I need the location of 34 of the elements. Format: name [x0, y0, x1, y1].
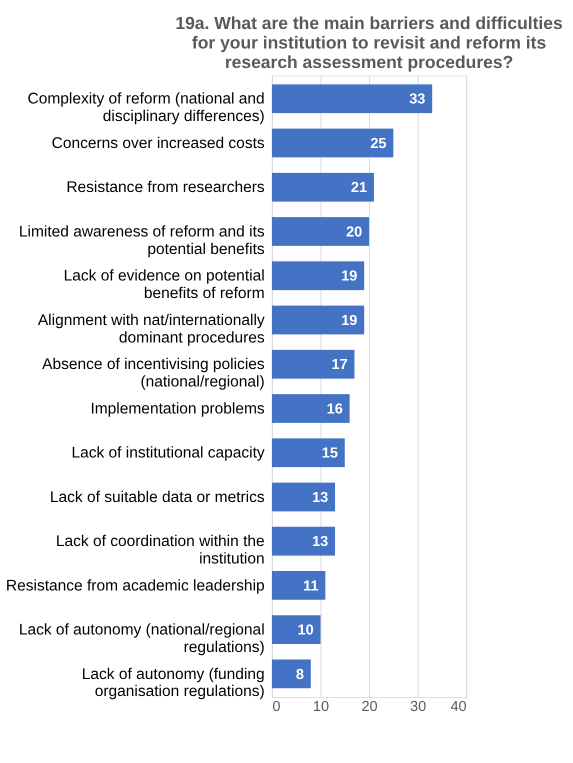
y-tick-label: Lack of evidence on potential benefits of reform	[64, 268, 265, 302]
y-tick-label: Absence of incentivising policies (national/regional)	[42, 356, 265, 391]
x-tick-label: 0	[272, 699, 281, 716]
data-label: 19	[341, 312, 358, 329]
x-tick-label: 20	[361, 699, 378, 716]
data-label: 8	[296, 666, 304, 683]
data-label: 17	[331, 357, 348, 374]
y-tick-label: Limited awareness of reform and its potential benefits	[18, 223, 265, 258]
y-tick-label: Implementation problems	[90, 400, 265, 418]
y-tick-label: Resistance from researchers	[66, 179, 265, 196]
data-label: 25	[370, 136, 387, 152]
y-tick-label: Lack of suitable data or metrics	[50, 488, 265, 506]
x-tick-label: 30	[410, 699, 426, 716]
data-label: 33	[409, 92, 426, 108]
data-label: 20	[346, 224, 362, 240]
data-label: 16	[326, 401, 343, 418]
chart-title: 19a. What are the main barriers and difficulties for your institution to revisit and reform its research assessment procedures?	[175, 12, 563, 72]
y-tick-label: Concerns over increased costs	[52, 134, 265, 152]
y-tick-label: Lack of autonomy (national/regional regulations)	[18, 622, 265, 656]
x-tick-label: 40	[450, 699, 467, 716]
y-tick-label: Resistance from academic leadership	[6, 577, 265, 594]
data-label: 13	[312, 490, 328, 506]
data-label: 21	[350, 180, 368, 196]
y-tick-label: Lack of institutional capacity	[71, 444, 265, 462]
data-label: 15	[322, 446, 338, 462]
y-tick-label: Lack of autonomy (funding organisation regulations)	[82, 666, 265, 700]
x-tick-label: 10	[312, 699, 330, 716]
data-label: 11	[303, 578, 319, 594]
y-tick-label: Complexity of reform (national and disciplinary differences)	[27, 90, 265, 126]
data-label: 13	[312, 534, 328, 550]
y-tick-label: Lack of coordination within the institution	[56, 533, 265, 568]
data-label: 10	[298, 622, 314, 639]
data-label: 19	[341, 268, 358, 285]
y-tick-label: Alignment with nat/internationally dominant procedures	[38, 312, 265, 346]
